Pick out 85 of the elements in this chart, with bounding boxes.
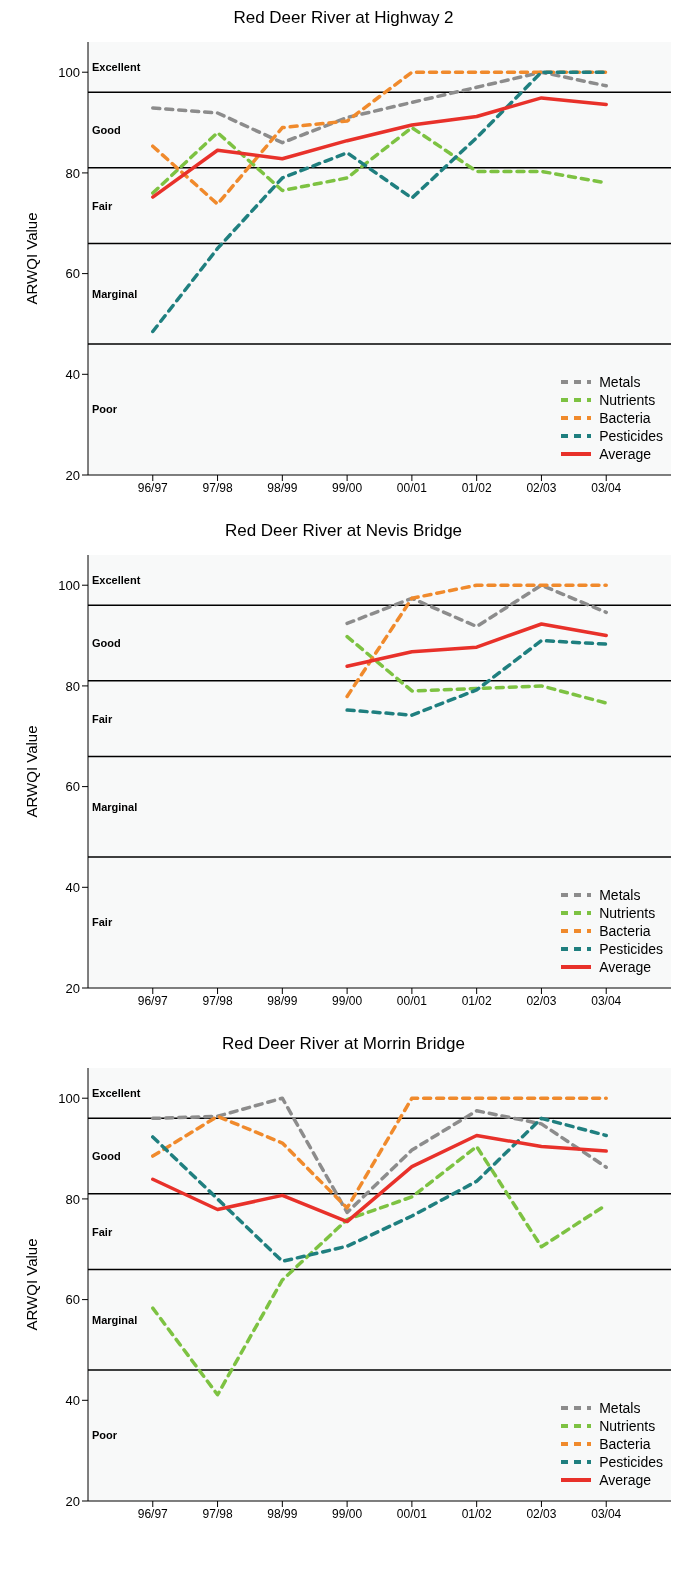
legend-label: Pesticides <box>599 427 663 445</box>
legend-label: Nutrients <box>599 391 656 409</box>
x-tick-label: 97/98 <box>202 993 233 1008</box>
x-tick-label: 03/04 <box>591 1506 622 1521</box>
band-label: Poor <box>92 1429 118 1442</box>
legend-label: Average <box>599 958 652 976</box>
band-label: Fair <box>92 916 113 929</box>
y-axis-title: ARWQI Value <box>23 1238 41 1331</box>
band-label: Excellent <box>92 574 141 587</box>
y-tick-label: 40 <box>65 879 80 895</box>
x-tick-label: 00/01 <box>396 1506 428 1521</box>
y-tick-label: 80 <box>65 678 80 694</box>
y-tick-label: 60 <box>65 779 80 795</box>
legend-label: Average <box>599 445 652 463</box>
legend-label: Bacteria <box>599 922 651 940</box>
legend-label: Nutrients <box>599 1417 656 1435</box>
chart-title: Red Deer River at Nevis Bridge <box>223 521 464 542</box>
x-tick-label: 97/98 <box>202 1506 233 1521</box>
y-tick-label: 80 <box>65 165 80 181</box>
x-tick-label: 99/00 <box>332 480 363 495</box>
line-series <box>151 70 608 206</box>
x-tick-label: 98/99 <box>267 1506 298 1521</box>
line-series <box>151 70 608 145</box>
y-tick-label: 40 <box>65 1392 80 1408</box>
x-tick-label: 98/99 <box>267 993 298 1008</box>
x-tick-label: 96/97 <box>137 1506 169 1521</box>
line-series <box>151 1116 608 1264</box>
band-label: Marginal <box>92 1313 138 1326</box>
x-tick-label: 03/04 <box>591 993 622 1008</box>
x-tick-label: 01/02 <box>461 1506 493 1521</box>
chart-title: Red Deer River at Highway 2 <box>232 8 455 29</box>
legend-label: Average <box>599 1471 652 1489</box>
band-label: Fair <box>92 1225 113 1238</box>
line-series <box>151 70 608 334</box>
legend-label: Metals <box>599 1399 641 1417</box>
legend-label: Pesticides <box>599 940 663 958</box>
y-tick-label: 60 <box>65 266 80 282</box>
band-label: Excellent <box>92 1087 141 1100</box>
x-tick-label: 02/03 <box>526 993 557 1008</box>
y-tick-label: 80 <box>65 1191 80 1207</box>
line-series <box>345 583 608 629</box>
x-tick-label: 96/97 <box>137 480 169 495</box>
legend-label: Metals <box>599 373 641 391</box>
y-tick-label: 60 <box>65 1292 80 1308</box>
y-tick-label: 20 <box>65 1493 80 1509</box>
x-tick-label: 02/03 <box>526 480 557 495</box>
y-tick-label: 100 <box>58 1090 80 1106</box>
chart-title: Red Deer River at Morrin Bridge <box>221 1034 466 1055</box>
band-label: Good <box>92 124 121 137</box>
line-series <box>151 1133 608 1224</box>
y-tick-label: 20 <box>65 980 80 996</box>
y-tick-label: 20 <box>65 467 80 483</box>
band-label: Marginal <box>92 800 138 813</box>
y-axis-title: ARWQI Value <box>23 212 41 305</box>
x-tick-label: 01/02 <box>461 480 493 495</box>
y-tick-label: 100 <box>58 64 80 80</box>
legend-label: Bacteria <box>599 1435 651 1453</box>
band-label: Poor <box>92 403 118 416</box>
legend-label: Metals <box>599 886 641 904</box>
band-label: Excellent <box>92 61 141 74</box>
band-label: Good <box>92 637 121 650</box>
legend-label: Nutrients <box>599 904 656 922</box>
x-tick-label: 96/97 <box>137 993 169 1008</box>
x-tick-label: 98/99 <box>267 480 298 495</box>
y-tick-label: 40 <box>65 366 80 382</box>
line-series <box>345 634 608 705</box>
line-series <box>345 622 608 669</box>
y-tick-label: 100 <box>58 577 80 593</box>
band-label: Good <box>92 1150 121 1163</box>
x-tick-label: 02/03 <box>526 1506 557 1521</box>
legend-label: Bacteria <box>599 409 651 427</box>
x-tick-label: 97/98 <box>202 480 233 495</box>
legend-label: Pesticides <box>599 1453 663 1471</box>
x-tick-label: 00/01 <box>396 993 428 1008</box>
line-series <box>151 96 608 199</box>
x-tick-label: 03/04 <box>591 480 622 495</box>
x-tick-label: 00/01 <box>396 480 428 495</box>
x-tick-label: 99/00 <box>332 993 363 1008</box>
line-series <box>345 638 608 717</box>
band-label: Marginal <box>92 287 138 300</box>
band-label: Fair <box>92 712 113 725</box>
x-tick-label: 01/02 <box>461 993 493 1008</box>
band-label: Fair <box>92 199 113 212</box>
x-tick-label: 99/00 <box>332 1506 363 1521</box>
y-axis-title: ARWQI Value <box>23 725 41 818</box>
